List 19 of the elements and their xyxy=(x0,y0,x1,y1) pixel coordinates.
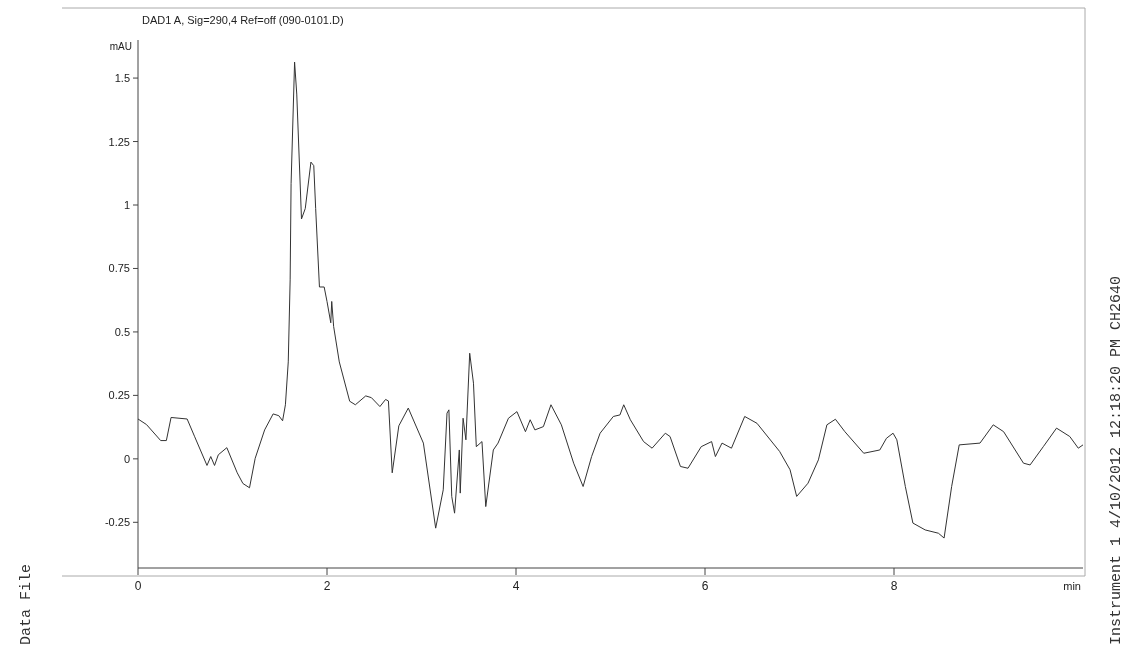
line-series xyxy=(137,61,1084,539)
x-tick-label: 8 xyxy=(890,579,898,593)
y-tick-label: 1.25 xyxy=(108,135,130,148)
y-tick-label: 0.75 xyxy=(108,262,130,275)
chart-title: DAD1 A, Sig=290,4 Ref=off (090-0101.D) xyxy=(142,14,344,26)
y-axis-title: mAU xyxy=(109,41,132,52)
y-tick-label: 0.25 xyxy=(108,389,130,402)
y-tick-label: 1 xyxy=(123,199,130,211)
text: Instrument 1 4/10/2012 12:18:20 PM CH2640 xyxy=(1108,275,1125,645)
text: Data File xyxy=(18,563,35,645)
y-tick-label: 0 xyxy=(123,452,130,465)
x-tick-label: 2 xyxy=(323,579,331,593)
x-axis-title: min xyxy=(1063,580,1081,592)
x-tick-label: 6 xyxy=(701,579,709,593)
y-tick-label: -0.25 xyxy=(104,516,130,529)
y-tick-label: 0.5 xyxy=(114,325,130,338)
x-tick-label: 0 xyxy=(134,579,142,593)
x-tick-label: 4 xyxy=(512,579,520,593)
y-tick-label: 1.5 xyxy=(114,72,130,85)
